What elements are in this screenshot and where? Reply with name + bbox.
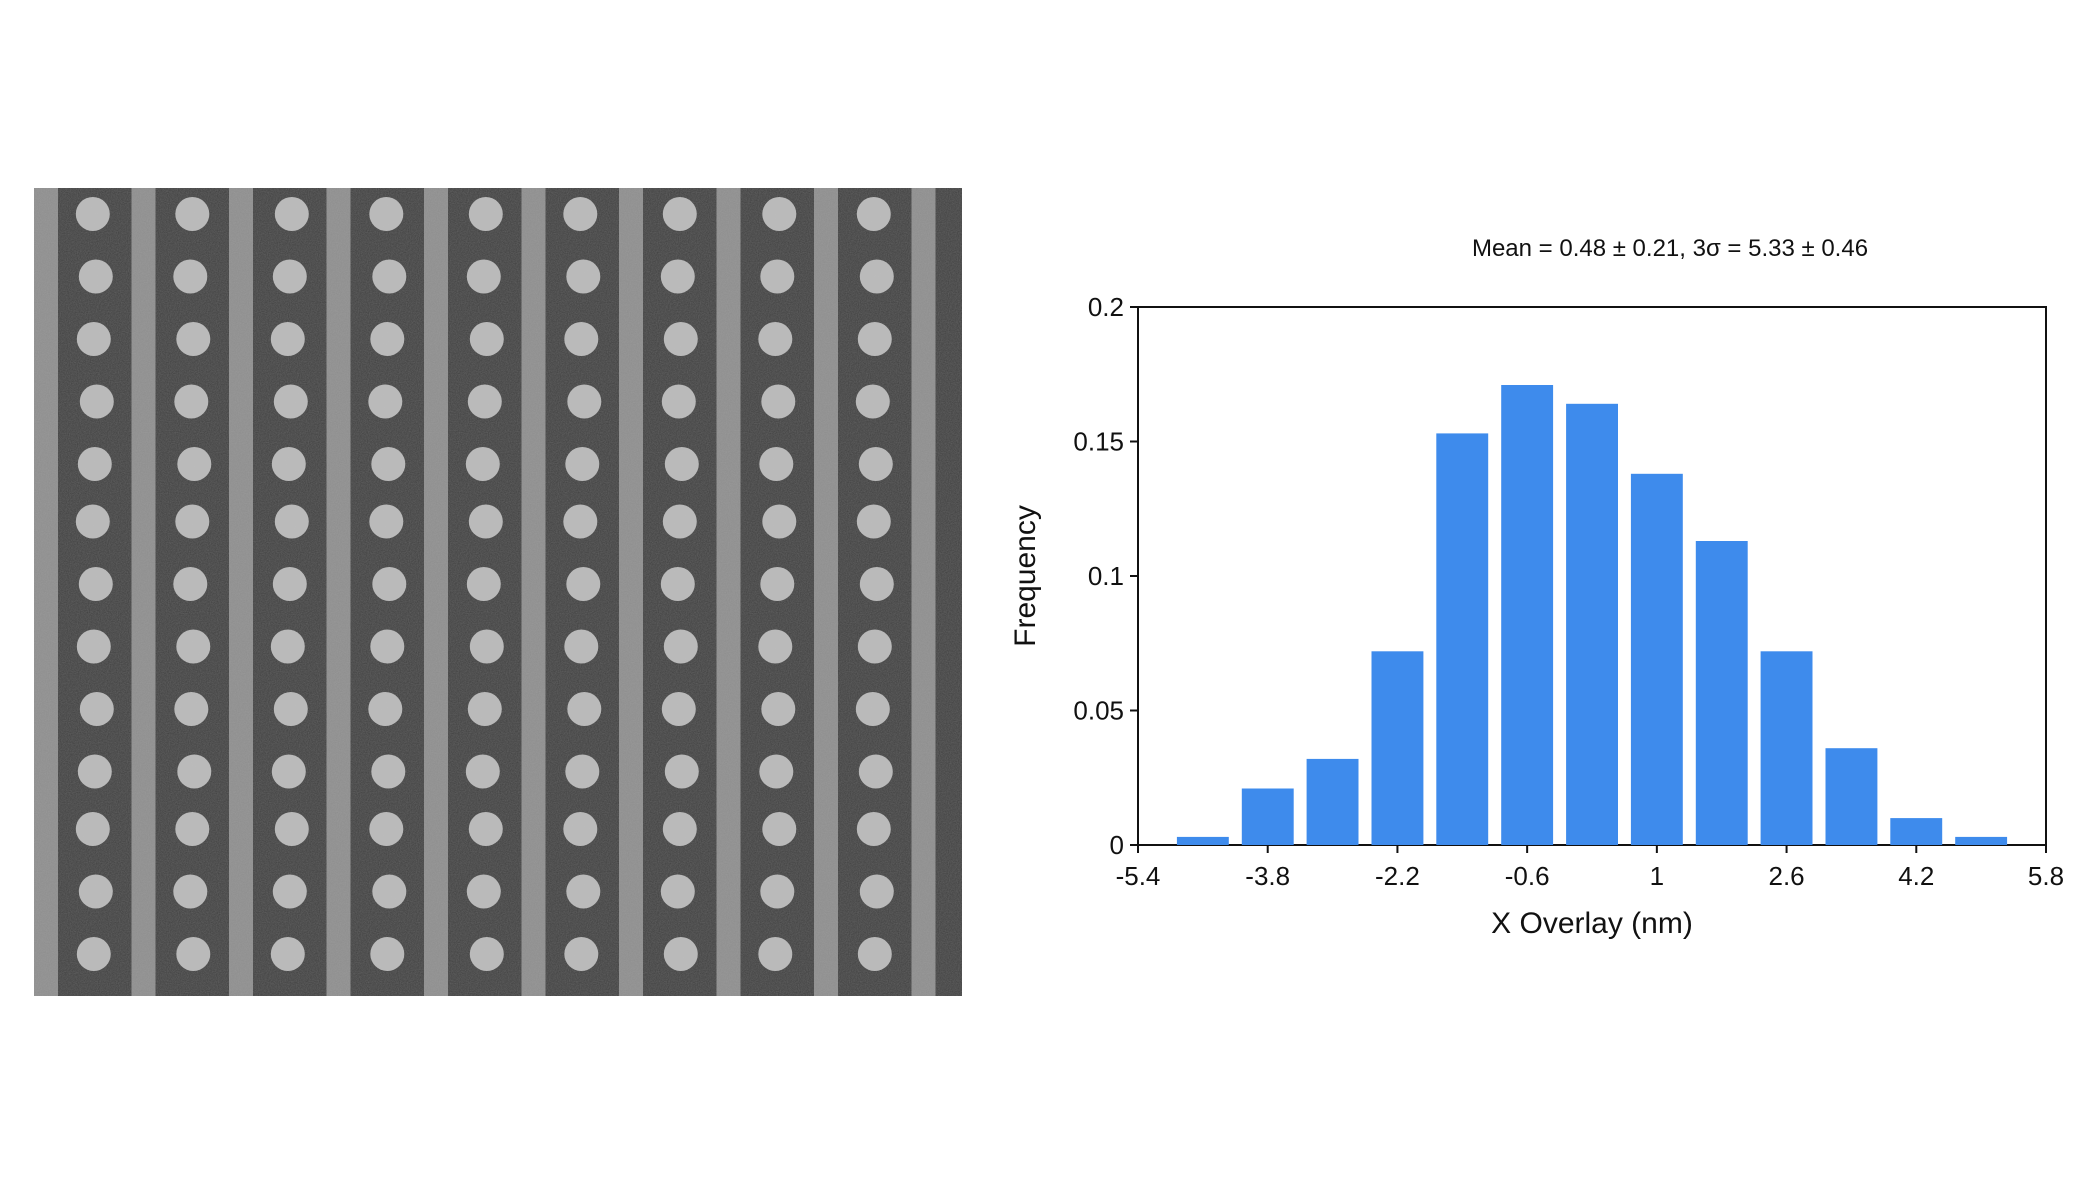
histogram-bar xyxy=(1306,758,1359,845)
y-tick-label: 0.15 xyxy=(1073,427,1124,457)
histogram-chart: Mean = 0.48 ± 0.21, 3σ = 5.33 ± 0.46 -5.… xyxy=(1009,235,2064,940)
histogram-bar xyxy=(1241,788,1294,845)
histogram-bar xyxy=(1501,385,1554,845)
stats-annotation: Mean = 0.48 ± 0.21, 3σ = 5.33 ± 0.46 xyxy=(1472,235,1868,262)
x-tick-label: -5.4 xyxy=(1116,861,1161,891)
x-tick-label: 1 xyxy=(1650,861,1664,891)
x-tick-label: -3.8 xyxy=(1245,861,1290,891)
x-tick-label: 2.6 xyxy=(1768,861,1804,891)
x-axis-title: X Overlay (nm) xyxy=(1491,907,1693,940)
histogram-bar xyxy=(1825,748,1878,845)
noise-overlay xyxy=(34,188,962,996)
histogram-bar xyxy=(1566,403,1618,845)
histogram-bar xyxy=(1176,836,1229,845)
histogram-bar xyxy=(1371,651,1424,845)
y-tick-label: 0.1 xyxy=(1088,561,1124,591)
x-tick-label: 4.2 xyxy=(1898,861,1934,891)
y-tick-label: 0.05 xyxy=(1073,696,1124,726)
histogram-bar xyxy=(1436,433,1489,845)
histogram-panel: Mean = 0.48 ± 0.21, 3σ = 5.33 ± 0.46 -5.… xyxy=(990,200,2090,980)
sem-image xyxy=(34,188,962,996)
y-axis-title: Frequency xyxy=(1009,505,1042,647)
histogram-bar xyxy=(1630,473,1683,845)
histogram-bar xyxy=(1695,541,1748,845)
sem-micrograph xyxy=(34,188,962,996)
x-tick-label: -0.6 xyxy=(1505,861,1550,891)
x-tick-label: -2.2 xyxy=(1375,861,1420,891)
x-tick-label: 5.8 xyxy=(2028,861,2064,891)
y-tick-label: 0 xyxy=(1110,830,1124,860)
histogram-bar xyxy=(1955,836,2008,845)
histogram-bar xyxy=(1890,818,1943,845)
y-tick-label: 0.2 xyxy=(1088,292,1124,322)
histogram-bar xyxy=(1760,651,1813,845)
